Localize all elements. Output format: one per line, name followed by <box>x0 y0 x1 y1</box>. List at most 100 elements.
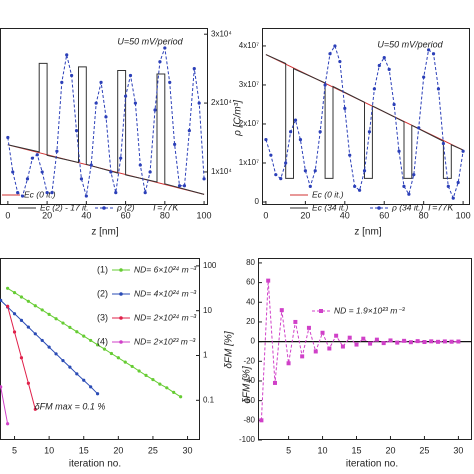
point <box>408 340 413 345</box>
point <box>334 333 339 338</box>
point <box>347 335 352 340</box>
point <box>94 101 98 105</box>
point <box>388 338 393 343</box>
series-line <box>265 54 464 179</box>
x-tick-label: 60 <box>121 210 131 220</box>
point <box>449 339 454 344</box>
point <box>313 169 317 173</box>
point <box>35 153 39 157</box>
legend-label: ND= 4×10²⁴ m⁻³ <box>134 288 197 298</box>
point <box>284 161 288 165</box>
point <box>402 184 406 188</box>
legend-label: Ec (0 it.) <box>312 189 344 199</box>
point <box>368 341 373 346</box>
x-tick-label: 0 <box>5 210 10 220</box>
point <box>362 169 367 173</box>
point <box>165 386 169 390</box>
point <box>148 170 152 174</box>
x-tick-label: 80 <box>160 210 170 220</box>
point <box>327 346 332 351</box>
point <box>61 358 65 363</box>
point <box>19 295 24 299</box>
y-tick-label: 20 <box>246 317 255 326</box>
point <box>6 286 10 290</box>
annotation: U=50 mV/period <box>377 39 443 49</box>
point <box>306 325 311 330</box>
point <box>54 317 58 321</box>
point <box>95 392 100 396</box>
x-tick-label: 60 <box>379 210 389 220</box>
legend-label: ρ (2) <box>116 202 135 212</box>
point <box>374 337 379 342</box>
point <box>99 80 103 85</box>
point <box>197 101 201 105</box>
legend-marker <box>119 268 123 272</box>
annotation: T=77K <box>152 202 180 212</box>
point <box>68 325 72 329</box>
point <box>279 308 284 313</box>
legend-key: (3) <box>97 312 108 322</box>
point <box>293 319 298 324</box>
x-tick-label: 40 <box>340 210 350 220</box>
point <box>79 177 84 181</box>
x-tick-label: 20 <box>385 445 395 455</box>
point <box>354 342 359 347</box>
point <box>55 149 59 153</box>
x-axis-title: iteration no. <box>69 459 121 470</box>
y-axis-title: δFM [%] <box>242 366 253 403</box>
point <box>40 308 44 312</box>
point <box>272 380 277 385</box>
point <box>442 339 447 344</box>
point <box>82 378 86 382</box>
point <box>298 137 303 142</box>
x-tick-label: 10 <box>318 445 328 455</box>
point <box>182 184 187 188</box>
x-tick-label: 10 <box>44 445 54 455</box>
point <box>144 373 148 377</box>
point <box>26 299 30 303</box>
point <box>412 173 416 177</box>
point <box>372 87 376 91</box>
point <box>429 339 434 344</box>
point <box>74 129 79 133</box>
point <box>26 381 30 385</box>
point <box>202 177 206 181</box>
point <box>264 137 268 142</box>
point <box>54 352 58 356</box>
point <box>40 170 44 174</box>
point <box>68 365 72 369</box>
point <box>128 73 133 78</box>
plot-frame <box>262 28 470 205</box>
point <box>82 334 86 338</box>
point <box>6 304 10 308</box>
series-line <box>7 62 205 195</box>
point <box>338 59 342 64</box>
y-tick-label: -100 <box>239 435 256 444</box>
point <box>288 130 293 134</box>
point <box>0 298 3 302</box>
point <box>50 191 54 195</box>
annotation: T=77K <box>427 202 455 212</box>
point <box>381 341 386 346</box>
point <box>60 80 64 85</box>
point <box>422 75 426 79</box>
legend-label: Ec (2) - 17 it. <box>40 202 89 212</box>
point <box>168 80 172 85</box>
point <box>33 332 37 336</box>
plot-frame <box>258 258 472 440</box>
point <box>328 52 332 56</box>
point <box>323 83 327 87</box>
x-tick-label: 30 <box>453 445 463 455</box>
y-tick-label: -20 <box>243 356 255 365</box>
legend-marker <box>319 309 323 313</box>
y-tick-label: 10 <box>203 306 212 315</box>
point <box>333 44 337 48</box>
point <box>47 312 51 316</box>
point <box>441 141 445 146</box>
y-tick-label: 60 <box>246 278 255 287</box>
point <box>431 52 436 56</box>
point <box>16 191 20 195</box>
point <box>12 291 17 295</box>
point <box>30 156 34 160</box>
y-axis-title: δFM [%] <box>224 331 235 368</box>
